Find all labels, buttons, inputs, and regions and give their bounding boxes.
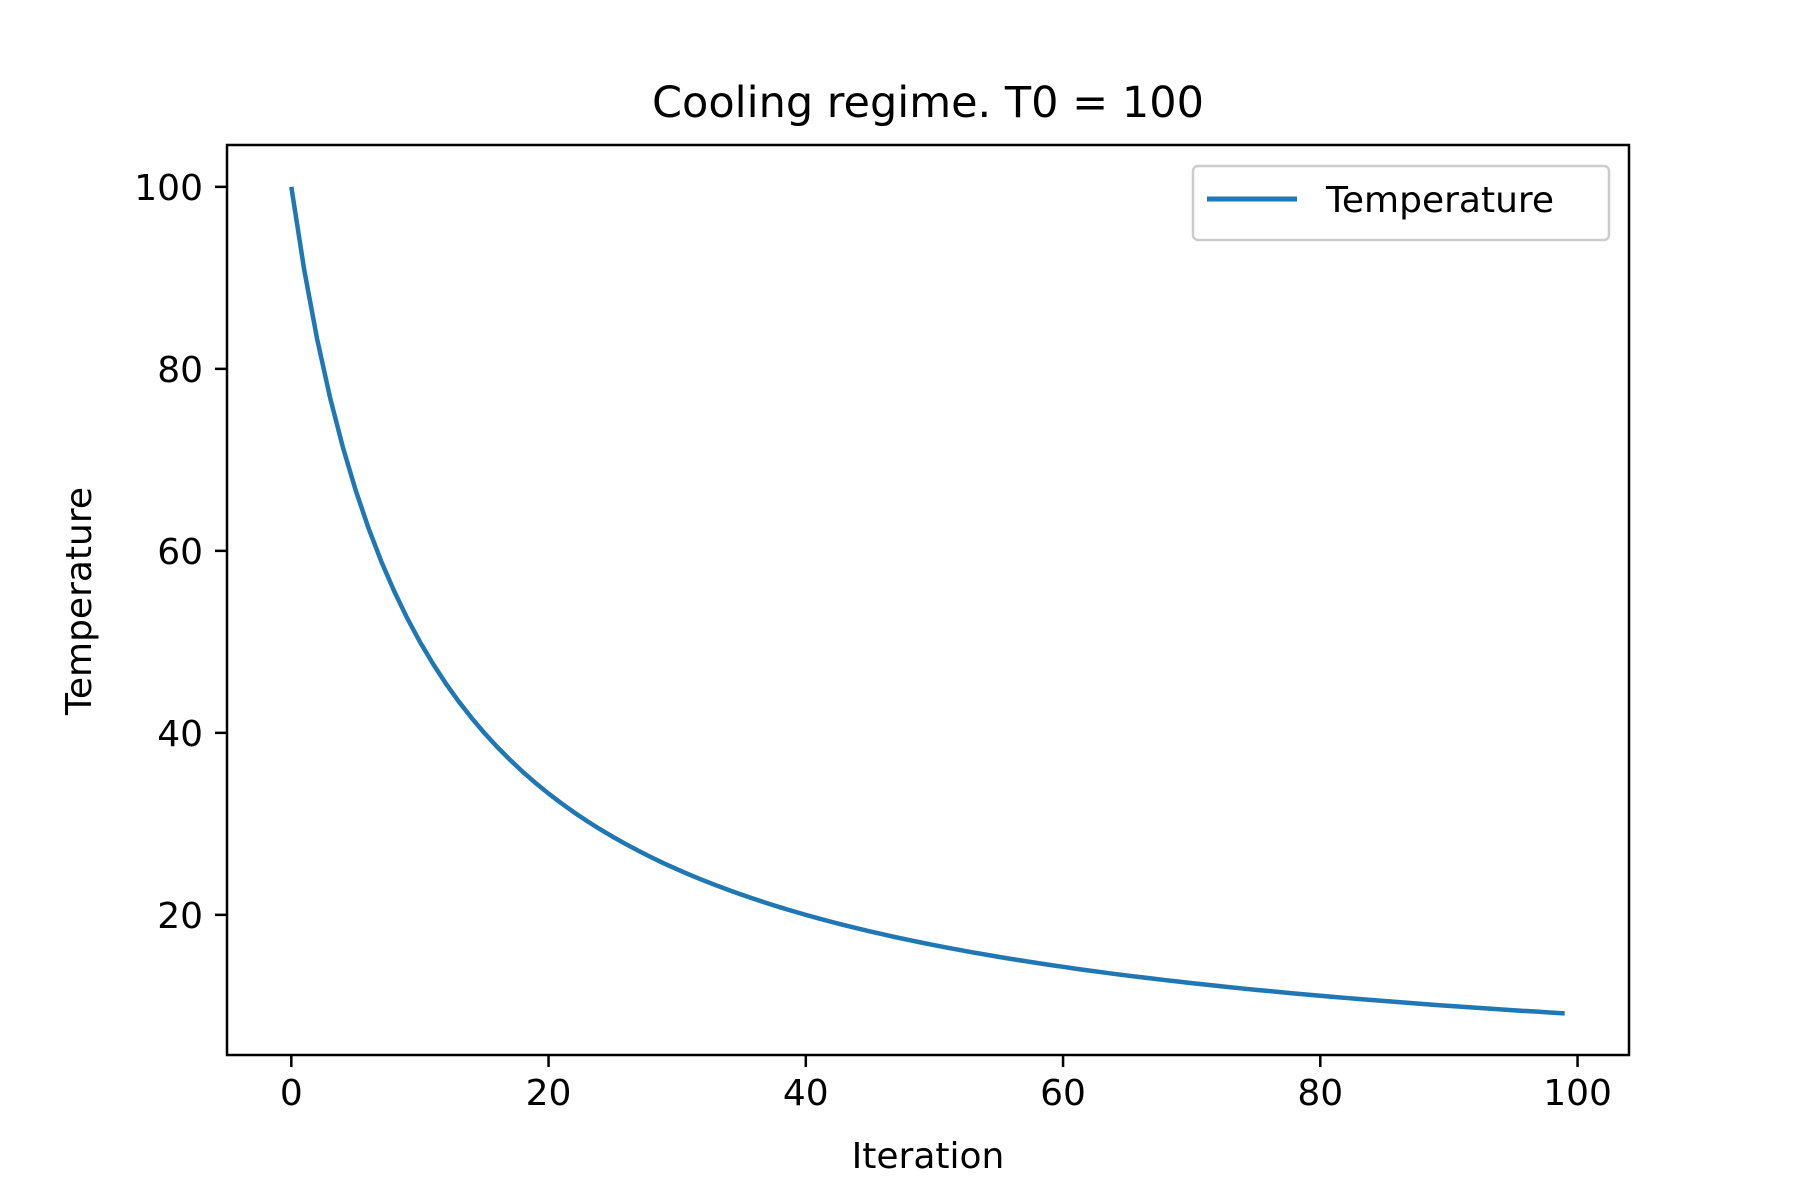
- y-axis: 20 40 60 80 100: [134, 168, 227, 937]
- y-tick-label: 60: [157, 532, 203, 573]
- legend: Temperature: [1191, 164, 1611, 242]
- x-tick-label: 40: [783, 1073, 829, 1114]
- x-axis: 0 20 40 60 80 100: [280, 1055, 1612, 1114]
- y-axis-title: Temperature: [59, 487, 100, 716]
- x-tick-label: 80: [1297, 1073, 1343, 1114]
- series-line-temperature: [289, 186, 1565, 1016]
- y-tick-label: 80: [157, 350, 203, 391]
- axes-frame: [225, 143, 1631, 1057]
- legend-box: [1191, 164, 1611, 242]
- x-axis-title: Iteration: [852, 1136, 1005, 1177]
- chart-title: Cooling regime. T0 = 100: [652, 78, 1204, 128]
- y-tick-label: 100: [134, 168, 203, 209]
- x-tick-label: 0: [280, 1073, 303, 1114]
- y-tick-label: 20: [157, 896, 203, 937]
- x-tick-label: 20: [526, 1073, 572, 1114]
- y-tick-label: 40: [157, 714, 203, 755]
- x-tick-label: 100: [1543, 1073, 1612, 1114]
- legend-label: Temperature: [1325, 180, 1554, 221]
- plot-area: [225, 143, 1631, 1057]
- x-tick-label: 60: [1040, 1073, 1086, 1114]
